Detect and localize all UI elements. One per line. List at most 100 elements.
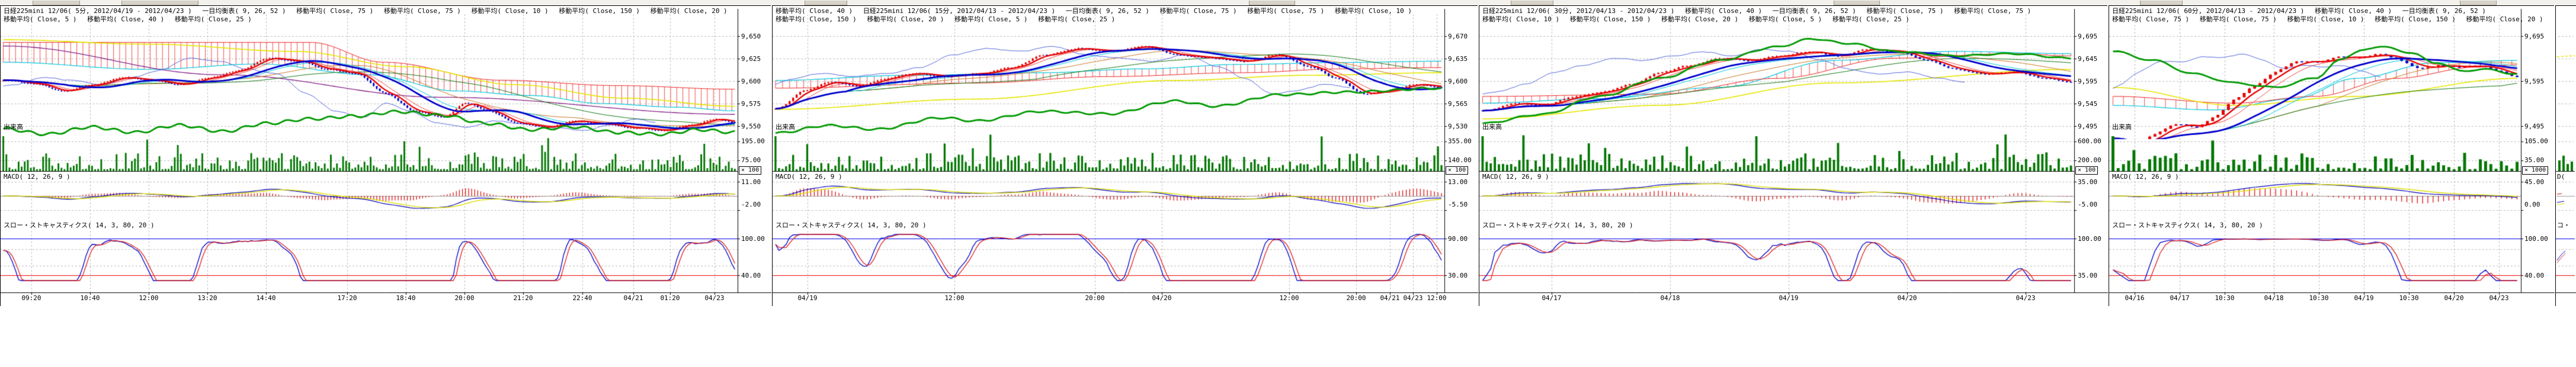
y-axis-label: 0.00 bbox=[2524, 201, 2540, 208]
stochastics-section-label: スロー・ストキャスティクス( 14, 3, 80, 20 ) bbox=[4, 221, 155, 229]
panel-title: 日経225mini 12/06( 30分, 2012/04/13 - 2012/… bbox=[1482, 7, 2032, 15]
toolbar-button-fragment[interactable] bbox=[1511, 1, 1553, 5]
x-axis-label: 04/19 bbox=[1779, 294, 1799, 302]
y-axis-label: 9,550 bbox=[741, 123, 761, 130]
y-axis-label: 9,625 bbox=[741, 55, 761, 63]
panel-title: 移動平均( Close, 40 ) 日経225mini 12/06( 15分, … bbox=[776, 7, 1412, 15]
macd-label-fragment: D( bbox=[2557, 173, 2565, 181]
stochastics-section-label: スロー・ストキャスティクス( 14, 3, 80, 20 ) bbox=[776, 221, 927, 229]
y-axis-label: 200.00 bbox=[2078, 156, 2101, 164]
y-axis-label: 9,670 bbox=[1448, 33, 1468, 40]
y-axis-label: 35.00 bbox=[2078, 272, 2098, 279]
x-axis-label: 10:40 bbox=[80, 294, 100, 302]
chart-panel-1: 日経225mini 12/06( 5分, 2012/04/19 - 2012/0… bbox=[0, 5, 771, 307]
y-axis-label: -2.00 bbox=[741, 201, 761, 208]
y-axis-label: 9,600 bbox=[741, 78, 761, 85]
y-axis-label: 40.00 bbox=[2524, 272, 2545, 279]
y-axis-label: 35.00 bbox=[2078, 178, 2098, 186]
x-axis-label: 12:00 bbox=[139, 294, 159, 302]
chart-panel-2: 移動平均( Close, 40 ) 日経225mini 12/06( 15分, … bbox=[772, 5, 1478, 307]
x-axis-label: 12:00 bbox=[1279, 294, 1299, 302]
toolbar-button-fragment[interactable] bbox=[1249, 1, 1295, 5]
x-axis-label: 14:40 bbox=[256, 294, 276, 302]
y-axis-label: 40.00 bbox=[741, 272, 761, 279]
x-axis-label: 21:20 bbox=[513, 294, 533, 302]
x-axis-label: 20:00 bbox=[1346, 294, 1366, 302]
x-axis-label: 04/18 bbox=[2264, 294, 2284, 302]
y-axis-label: 9,695 bbox=[2524, 33, 2545, 40]
y-axis-label: 9,645 bbox=[2078, 55, 2098, 63]
y-axis-label: -5.00 bbox=[2078, 201, 2098, 208]
x-axis-label: 04/17 bbox=[1542, 294, 1562, 302]
x-axis-label: 17:20 bbox=[337, 294, 357, 302]
y-axis-label: 9,530 bbox=[1448, 123, 1468, 130]
chart-panel-partial: D( コ・ bbox=[2555, 5, 2576, 307]
y-axis-label: 9,495 bbox=[2078, 123, 2098, 130]
panel-title: 日経225mini 12/06( 60分, 2012/04/13 - 2012/… bbox=[2112, 7, 2486, 15]
y-axis-label: 9,600 bbox=[1448, 78, 1468, 85]
toolbar-button-fragment[interactable] bbox=[1834, 1, 1880, 5]
macd-section-label: MACD( 12, 26, 9 ) bbox=[2112, 173, 2179, 181]
panel-indicators: 移動平均( Close, 5 ) 移動平均( Close, 40 ) 移動平均(… bbox=[4, 15, 252, 23]
volume-section-label: 出来高 bbox=[1482, 123, 1502, 131]
y-axis-label: 600.00 bbox=[2078, 137, 2101, 145]
macd-section-label: MACD( 12, 26, 9 ) bbox=[776, 173, 842, 181]
y-axis-label: 100.00 bbox=[2078, 235, 2101, 243]
y-axis-label: -5.50 bbox=[1448, 201, 1468, 208]
y-axis-label: 9,495 bbox=[2524, 123, 2545, 130]
macd-section-label: MACD( 12, 26, 9 ) bbox=[1482, 173, 1549, 181]
y-axis-label: 9,695 bbox=[2078, 33, 2098, 40]
y-axis-label: 105.00 bbox=[2524, 137, 2548, 145]
window-chrome-strip bbox=[0, 0, 2576, 5]
toolbar-button-fragment[interactable] bbox=[2460, 1, 2497, 5]
chart-plot[interactable] bbox=[2556, 6, 2576, 307]
y-axis-label: 195.00 bbox=[741, 137, 765, 145]
y-axis-label: 140.00 bbox=[1448, 156, 1472, 164]
chart-plot[interactable] bbox=[773, 6, 1478, 307]
volume-multiplier-badge: × 100 bbox=[1446, 166, 1469, 175]
y-axis-label: 9,650 bbox=[741, 33, 761, 40]
x-axis-label: 12:00 bbox=[1427, 294, 1447, 302]
y-axis-label: 9,595 bbox=[2078, 78, 2098, 85]
x-axis-label: 10:30 bbox=[2215, 294, 2235, 302]
stochastics-section-label: スロー・ストキャスティクス( 14, 3, 80, 20 ) bbox=[1482, 221, 1633, 229]
chart-plot[interactable] bbox=[1479, 6, 2108, 307]
panel-indicators: 移動平均( Close, 150 ) 移動平均( Close, 20 ) 移動平… bbox=[776, 15, 1116, 23]
y-axis-label: 9,545 bbox=[2078, 100, 2098, 108]
x-axis-label: 04/21 bbox=[623, 294, 643, 302]
stochastics-label-fragment: コ・ bbox=[2557, 221, 2570, 229]
y-axis-label: 75.00 bbox=[741, 156, 761, 164]
y-axis-label: 100.00 bbox=[741, 235, 765, 243]
x-axis-label: 09:20 bbox=[21, 294, 41, 302]
x-axis-label: 04/21 bbox=[1380, 294, 1400, 302]
volume-multiplier-badge: × 100 bbox=[739, 166, 762, 175]
y-axis-label: 11.00 bbox=[741, 178, 761, 186]
x-axis-label: 04/23 bbox=[704, 294, 725, 302]
x-axis-label: 04/23 bbox=[2016, 294, 2036, 302]
toolbar-button-fragment[interactable] bbox=[121, 1, 198, 5]
panel-indicators: 移動平均( Close, 75 ) 移動平均( Close, 75 ) 移動平均… bbox=[2112, 15, 2543, 23]
volume-multiplier-badge: × 1000 bbox=[2522, 166, 2549, 175]
y-axis-label: 100.00 bbox=[2524, 235, 2548, 243]
x-axis-label: 10:30 bbox=[2399, 294, 2419, 302]
chart-panel-4: 日経225mini 12/06( 60分, 2012/04/13 - 2012/… bbox=[2109, 5, 2555, 307]
toolbar-button-fragment[interactable] bbox=[805, 1, 847, 5]
x-axis-label: 04/20 bbox=[2444, 294, 2464, 302]
x-axis-label: 12:00 bbox=[944, 294, 965, 302]
y-axis-label: 90.00 bbox=[1448, 235, 1468, 243]
chart-plot[interactable] bbox=[2109, 6, 2555, 307]
y-axis-label: 9,575 bbox=[741, 100, 761, 108]
x-axis-label: 13:20 bbox=[197, 294, 217, 302]
x-axis-label: 10:30 bbox=[2309, 294, 2329, 302]
x-axis-label: 18:40 bbox=[396, 294, 416, 302]
y-axis-label: 13.00 bbox=[1448, 178, 1468, 186]
volume-section-label: 出来高 bbox=[4, 123, 23, 131]
volume-section-label: 出来高 bbox=[2112, 123, 2132, 131]
volume-section-label: 出来高 bbox=[776, 123, 795, 131]
toolbar-button-fragment[interactable] bbox=[33, 1, 80, 5]
chart-plot[interactable] bbox=[1, 6, 771, 307]
macd-section-label: MACD( 12, 26, 9 ) bbox=[4, 173, 71, 181]
y-axis-label: 9,565 bbox=[1448, 100, 1468, 108]
toolbar-button-fragment[interactable] bbox=[2140, 1, 2183, 5]
x-axis-label: 20:00 bbox=[454, 294, 475, 302]
